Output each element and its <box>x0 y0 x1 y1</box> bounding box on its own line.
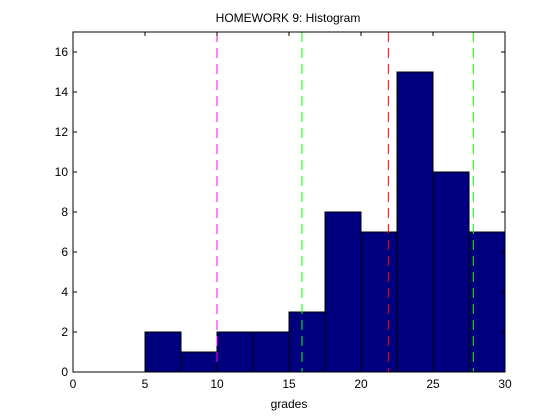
x-tick-label: 15 <box>282 377 296 391</box>
histogram-bar <box>288 311 326 373</box>
y-tick-label: 12 <box>55 125 69 139</box>
y-tick-label: 10 <box>55 165 69 179</box>
y-tick-label: 16 <box>55 45 69 59</box>
histogram-bar <box>468 231 506 373</box>
y-tick-label: 8 <box>61 205 68 219</box>
histogram-bar <box>180 351 218 373</box>
x-tick-label: 30 <box>498 377 512 391</box>
chart-title: HOMEWORK 9: Histogram <box>216 11 361 25</box>
ticks-layer: 0 5 10 15 20 25 30 0 2 4 6 8 10 12 14 16 <box>55 32 512 391</box>
plot-frame <box>72 31 506 373</box>
x-tick-label: 25 <box>426 377 440 391</box>
x-tick-label: 5 <box>142 377 149 391</box>
histogram-bar <box>144 331 182 373</box>
histogram-bar <box>324 211 362 373</box>
y-tick-label: 4 <box>61 285 68 299</box>
y-tick-label: 2 <box>61 325 68 339</box>
bars-layer <box>144 71 506 373</box>
histogram-bar <box>252 331 290 373</box>
x-axis-label: grades <box>271 397 308 411</box>
reference-lines-layer <box>216 32 474 372</box>
x-tick-label: 20 <box>354 377 368 391</box>
histogram-bar <box>360 231 398 373</box>
histogram-bar <box>216 331 254 373</box>
y-tick-label: 14 <box>55 85 69 99</box>
x-tick-label: 0 <box>70 377 77 391</box>
y-tick-label: 0 <box>61 365 68 379</box>
y-tick-label: 6 <box>61 245 68 259</box>
histogram-bar <box>432 171 470 373</box>
histogram-bar <box>396 71 434 373</box>
x-tick-label: 10 <box>210 377 224 391</box>
